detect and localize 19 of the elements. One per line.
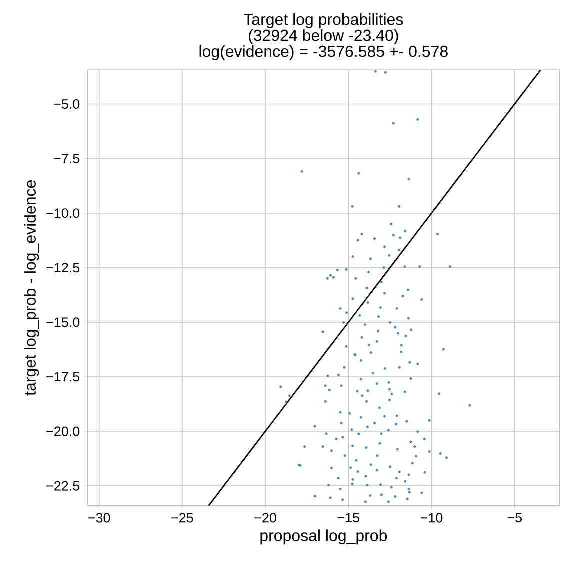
y-tick-label: −12.5 bbox=[46, 263, 80, 273]
x-tick-label: −5 bbox=[508, 513, 522, 523]
y-tick-label: −22.5 bbox=[46, 481, 80, 491]
y-tick-label: −20.0 bbox=[46, 426, 80, 436]
y-axis-title: target log_prob - log_evidence bbox=[24, 180, 40, 396]
y-tick-label: −10.0 bbox=[46, 208, 80, 218]
x-axis-title: proposal log_prob bbox=[260, 530, 388, 545]
x-tick-label: −30 bbox=[88, 513, 110, 523]
chart-subtitle: (32924 below -23.40) bbox=[249, 29, 398, 44]
x-tick-label: −25 bbox=[172, 513, 194, 523]
y-tick-label: −5.0 bbox=[54, 99, 80, 110]
y-tick-label: −7.5 bbox=[54, 154, 80, 164]
x-tick-label: −10 bbox=[420, 513, 443, 523]
y-tick-label: −15.0 bbox=[46, 318, 80, 328]
x-tick-label: −15 bbox=[338, 513, 360, 523]
chart-title: Target log probabilities bbox=[244, 13, 404, 28]
y-tick-label: −17.5 bbox=[46, 372, 80, 382]
x-tick-label: −20 bbox=[254, 513, 276, 523]
text: log(evidence) = -3576.585 +- 0.578 bbox=[200, 45, 448, 60]
